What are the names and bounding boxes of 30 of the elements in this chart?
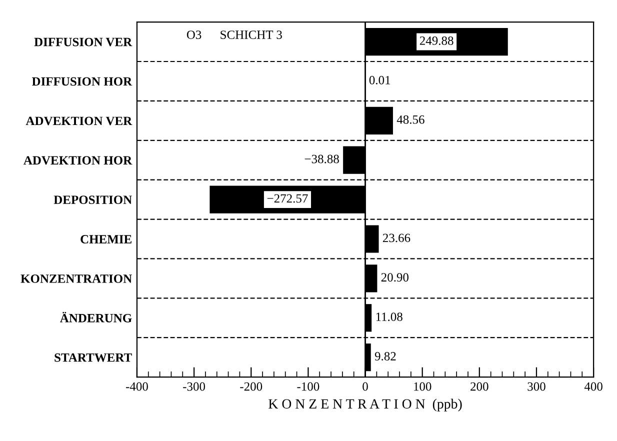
x-tick-label: 400 — [584, 382, 602, 391]
annotation: O3 — [186, 30, 202, 39]
data-label: 23.66 — [382, 234, 410, 242]
x-tick-label: 300 — [528, 382, 546, 391]
x-tick-label: -400 — [126, 382, 148, 391]
x-tick-label: 0 — [362, 382, 368, 391]
data-label: 20.90 — [381, 273, 408, 282]
data-label: 48.56 — [396, 115, 424, 124]
data-label: 9.82 — [374, 352, 396, 361]
x-tick-label: -300 — [183, 382, 206, 391]
y-tick-label: CHEMIE — [80, 235, 132, 244]
x-tick-label: 100 — [414, 382, 432, 391]
annotation: SCHICHT 3 — [220, 30, 282, 39]
x-tick-label: -100 — [297, 382, 320, 391]
x-tick-label: -200 — [240, 382, 262, 391]
x-tick-label: 200 — [470, 382, 488, 391]
data-label: −272.57 — [267, 194, 308, 203]
data-label: 249.88 — [420, 36, 454, 45]
y-tick-label: KONZENTRATION — [20, 274, 132, 283]
y-tick-label: STARTWERT — [54, 353, 132, 362]
x-axis-title: K O N Z E N T R A T I O N (ppb) — [268, 398, 462, 412]
data-label: 0.01 — [369, 76, 390, 84]
y-tick-label: ÄNDERUNG — [60, 312, 132, 322]
data-label: 11.08 — [376, 312, 402, 322]
data-label: −38.88 — [304, 154, 339, 164]
y-tick-label: ADVEKTION VER — [26, 116, 132, 126]
y-tick-label: DIFFUSION VER — [34, 38, 132, 46]
y-tick-label: DEPOSITION — [54, 196, 132, 204]
y-tick-label: ADVEKTION HOR — [24, 156, 132, 165]
y-tick-label: DIFFUSION HOR — [32, 77, 132, 86]
